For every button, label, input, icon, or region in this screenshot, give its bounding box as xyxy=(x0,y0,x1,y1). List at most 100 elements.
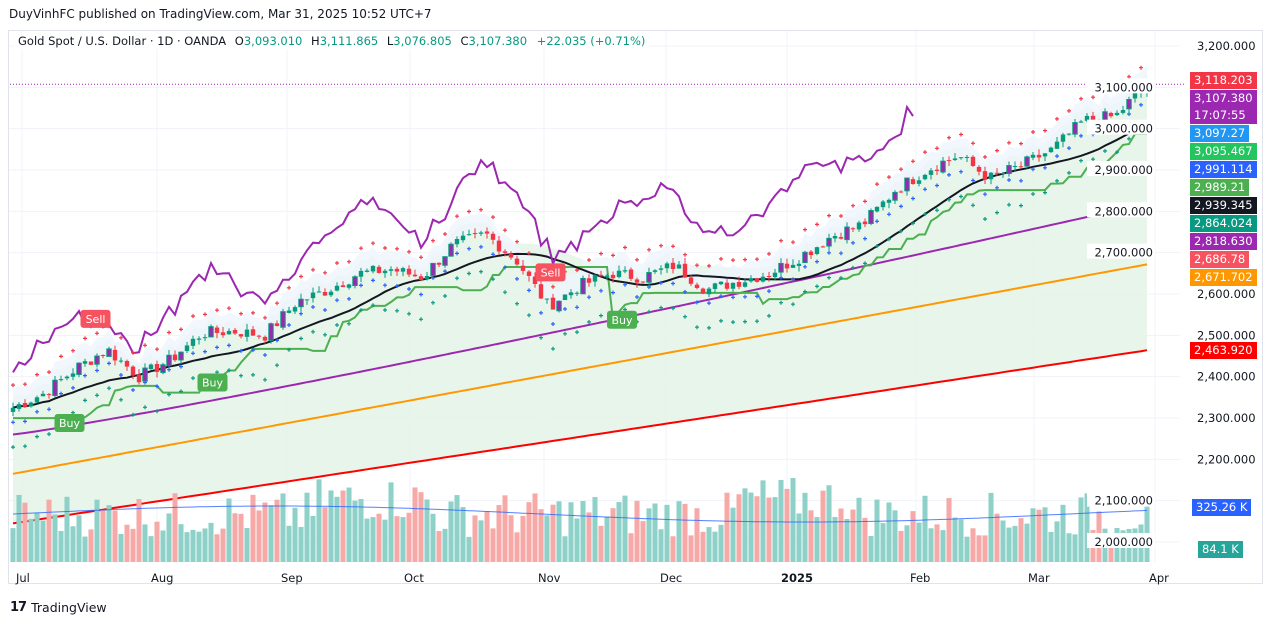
candle-body xyxy=(1132,93,1138,99)
volume-bar xyxy=(34,512,40,562)
buy-signal-label: Buy xyxy=(54,414,85,433)
low-value: 3,076.805 xyxy=(393,34,452,48)
volume-bar xyxy=(1066,533,1072,562)
volume-bar xyxy=(196,531,202,562)
x-tick-label: 2025 xyxy=(781,571,813,585)
volume-bar xyxy=(862,517,868,562)
candle-body xyxy=(346,284,352,288)
candle-body xyxy=(988,172,994,180)
volume-bar xyxy=(412,487,418,562)
svg-text:Sell: Sell xyxy=(86,313,106,326)
volume-bar xyxy=(1000,520,1006,562)
high-value: 3,111.865 xyxy=(319,34,379,48)
close-value: 3,107.380 xyxy=(468,34,528,48)
volume-bar xyxy=(1036,509,1042,562)
candle-body xyxy=(376,266,382,273)
candle-body xyxy=(304,299,310,301)
x-tick-label: Aug xyxy=(151,571,173,585)
price-scale-label: 2,989.21 xyxy=(1190,178,1250,196)
volume-bar xyxy=(868,535,874,562)
volume-bar xyxy=(838,508,844,562)
volume-bar xyxy=(520,515,526,562)
candle-body xyxy=(316,291,322,293)
candle-body xyxy=(472,233,478,235)
price-scale-label: 3,097.27 xyxy=(1190,124,1250,142)
price-scale-label: 2,818.630 xyxy=(1190,232,1257,250)
candle-body xyxy=(22,402,28,407)
candle-body xyxy=(748,278,754,282)
volume-bar xyxy=(700,531,706,562)
candle-body xyxy=(478,232,484,234)
volume-bar xyxy=(952,517,958,562)
volume-bar xyxy=(214,534,220,562)
candle-body xyxy=(178,351,184,361)
candle-body xyxy=(1006,165,1012,174)
candle-body xyxy=(88,361,94,365)
y-tick-label: 2,700.000 xyxy=(1094,246,1153,260)
candle-body xyxy=(16,404,22,409)
candle-body xyxy=(268,323,274,341)
volume-bar xyxy=(106,505,112,562)
volume-bar xyxy=(580,501,586,562)
candle-body xyxy=(238,334,244,337)
candle-body xyxy=(400,268,406,272)
candle-body xyxy=(544,298,550,300)
volume-bar xyxy=(1012,525,1018,562)
volume-bar xyxy=(202,528,208,562)
candle-body xyxy=(142,367,148,382)
candle-body xyxy=(460,235,466,241)
volume-bar xyxy=(1048,531,1054,562)
ma-purple-line xyxy=(12,202,1148,436)
candle-body xyxy=(598,274,604,277)
candle-body xyxy=(148,364,154,370)
volume-bar xyxy=(358,498,364,562)
volume-bar xyxy=(610,508,616,562)
y-tick-backdrop xyxy=(1087,491,1155,507)
volume-bar xyxy=(982,535,988,562)
volume-bar xyxy=(238,513,244,562)
candle-body xyxy=(1066,133,1072,135)
footer-brand: TradingView xyxy=(31,600,107,615)
volume-bar xyxy=(724,492,730,562)
candle-body xyxy=(424,276,430,280)
psar-upper-dots xyxy=(11,65,1143,388)
y-tick-backdrop xyxy=(1087,243,1155,259)
volume-bar xyxy=(796,513,802,562)
candle-body xyxy=(328,291,334,296)
candle-body xyxy=(970,156,976,167)
volume-bar xyxy=(682,503,688,562)
volume-bar xyxy=(562,536,568,562)
volume-bar xyxy=(856,497,862,562)
candle-body xyxy=(256,335,262,337)
low-key: L xyxy=(386,34,394,48)
candle-body xyxy=(832,236,838,239)
volume-bar xyxy=(574,518,580,562)
candle-body xyxy=(1084,115,1090,121)
volume-bar xyxy=(268,505,274,562)
candle-body xyxy=(790,264,796,268)
volume-bar xyxy=(640,521,646,562)
volume-bar xyxy=(310,515,316,562)
volume-bar xyxy=(694,508,700,562)
candle-body xyxy=(628,269,634,279)
x-tick-label: Nov xyxy=(538,571,561,585)
price-scale-label-value: 3,107.380 xyxy=(1194,90,1253,105)
volume-bar xyxy=(496,505,502,562)
x-tick-label: Jul xyxy=(15,571,30,585)
candle-body xyxy=(232,329,238,334)
candle-body xyxy=(184,345,190,352)
candle-body xyxy=(58,379,64,381)
candle-body xyxy=(556,300,562,312)
x-tick-label: Mar xyxy=(1028,571,1050,585)
volume-bar xyxy=(970,528,976,562)
volume-bar xyxy=(166,513,172,562)
volume-bar xyxy=(748,492,754,562)
svg-text:Sell: Sell xyxy=(541,266,561,279)
candle-body xyxy=(730,282,736,289)
candle-body xyxy=(262,336,268,341)
volume-bar xyxy=(304,492,310,562)
candle-body xyxy=(40,393,46,397)
candle-body xyxy=(754,278,760,282)
candle-body xyxy=(1120,110,1126,113)
